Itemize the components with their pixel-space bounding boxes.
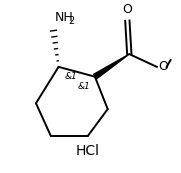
Text: NH: NH xyxy=(55,11,73,24)
Text: O: O xyxy=(158,60,168,73)
Text: &1: &1 xyxy=(77,82,90,91)
Text: 2: 2 xyxy=(68,16,75,26)
Text: O: O xyxy=(122,3,132,16)
Polygon shape xyxy=(93,54,129,79)
Text: HCl: HCl xyxy=(76,144,100,158)
Text: &1: &1 xyxy=(64,72,77,81)
